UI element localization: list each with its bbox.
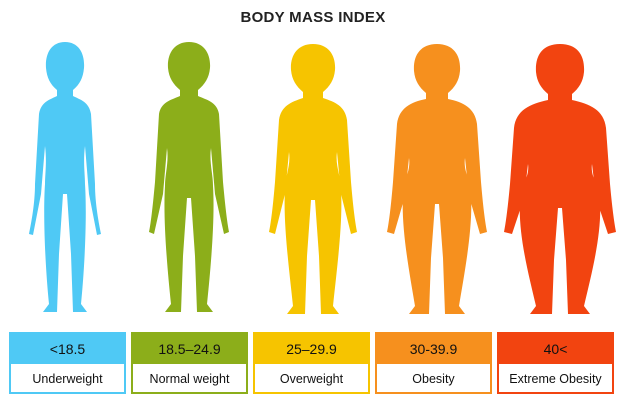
bmi-range: 30-39.9 [377,334,490,364]
bmi-label: Overweight [279,372,344,386]
bmi-range: 40< [499,334,612,364]
figure-overweight [253,34,373,319]
bmi-range: 18.5–24.9 [133,334,246,364]
bmi-label: Obesity [412,372,455,386]
page-title: BODY MASS INDEX [240,9,386,26]
silhouette-row [0,34,626,319]
bmi-box-normal-weight: 18.5–24.9 Normal weight [131,332,248,394]
figure-obesity [377,34,497,319]
bmi-legend: <18.5 Underweight 18.5–24.9 Normal weigh… [9,332,617,398]
bmi-box-extreme-obesity: 40< Extreme Obesity [497,332,614,394]
bmi-box-overweight: 25–29.9 Overweight [253,332,370,394]
figure-extreme-obesity [500,34,620,319]
extremely-obese-woman-silhouette-icon [504,44,616,314]
overweight-woman-silhouette-icon [269,44,357,314]
bmi-box-obesity: 30-39.9 Obesity [375,332,492,394]
bmi-box-underweight: <18.5 Underweight [9,332,126,394]
bmi-label: Extreme Obesity [509,372,602,386]
figure-normal-weight [129,34,249,319]
bmi-label: Normal weight [149,372,230,386]
bmi-range: 25–29.9 [255,334,368,364]
figure-underweight [5,34,125,319]
normal-woman-silhouette-icon [149,42,229,312]
bmi-range: <18.5 [11,334,124,364]
thin-woman-silhouette-icon [29,42,101,312]
obese-woman-silhouette-icon [387,44,487,314]
bmi-label: Underweight [32,372,103,386]
